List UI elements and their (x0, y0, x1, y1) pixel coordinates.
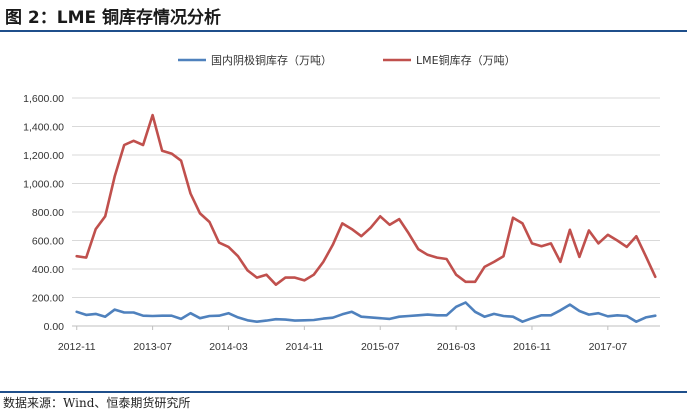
x-axis: 2012-11 2013-07 2014-03 2014-11 2015-07 2016-… (58, 326, 627, 353)
y-tick-label: 600.00 (32, 236, 64, 248)
x-tick-label: 2015-07 (361, 341, 400, 353)
y-tick-label: 1,200.00 (23, 150, 64, 162)
y-axis: 0.00 200.00 400.00 600.00 800.00 1,000.00 1,20… (23, 93, 64, 333)
series-line-1 (75, 301, 657, 324)
series-line-2 (75, 113, 657, 286)
y-tick-label: 0.00 (44, 321, 65, 333)
figure-title: 图 2：LME 铜库存情况分析 (5, 8, 222, 28)
grid (72, 97, 660, 327)
source-note: 数据来源：Wind、恒泰期货研究所 (3, 396, 191, 410)
x-tick-label: 2017-07 (589, 341, 628, 353)
y-tick-label: 400.00 (32, 264, 64, 276)
x-tick-label: 2013-07 (133, 341, 172, 353)
series-lines (75, 113, 657, 324)
legend-label-1: 国内阴极铜库存（万吨） (211, 53, 332, 67)
line-chart: 国内阴极铜库存（万吨） LME铜库存（万吨） 0.00 200.00 400.00 60… (23, 53, 660, 353)
x-tick-label: 2012-11 (58, 341, 96, 353)
y-tick-label: 200.00 (32, 293, 64, 305)
y-tick-label: 800.00 (32, 207, 64, 219)
top-rule (0, 30, 687, 32)
legend-label-2: LME铜库存（万吨） (416, 53, 516, 67)
x-tick-label: 2014-03 (209, 341, 248, 353)
bottom-rule (0, 391, 687, 393)
x-tick-label: 2014-11 (285, 341, 323, 353)
legend: 国内阴极铜库存（万吨） LME铜库存（万吨） (178, 53, 516, 67)
x-tick-label: 2016-03 (437, 341, 476, 353)
x-tick-label: 2016-11 (513, 341, 551, 353)
y-tick-label: 1,600.00 (23, 93, 64, 105)
y-tick-label: 1,000.00 (23, 179, 64, 191)
y-tick-label: 1,400.00 (23, 122, 64, 134)
